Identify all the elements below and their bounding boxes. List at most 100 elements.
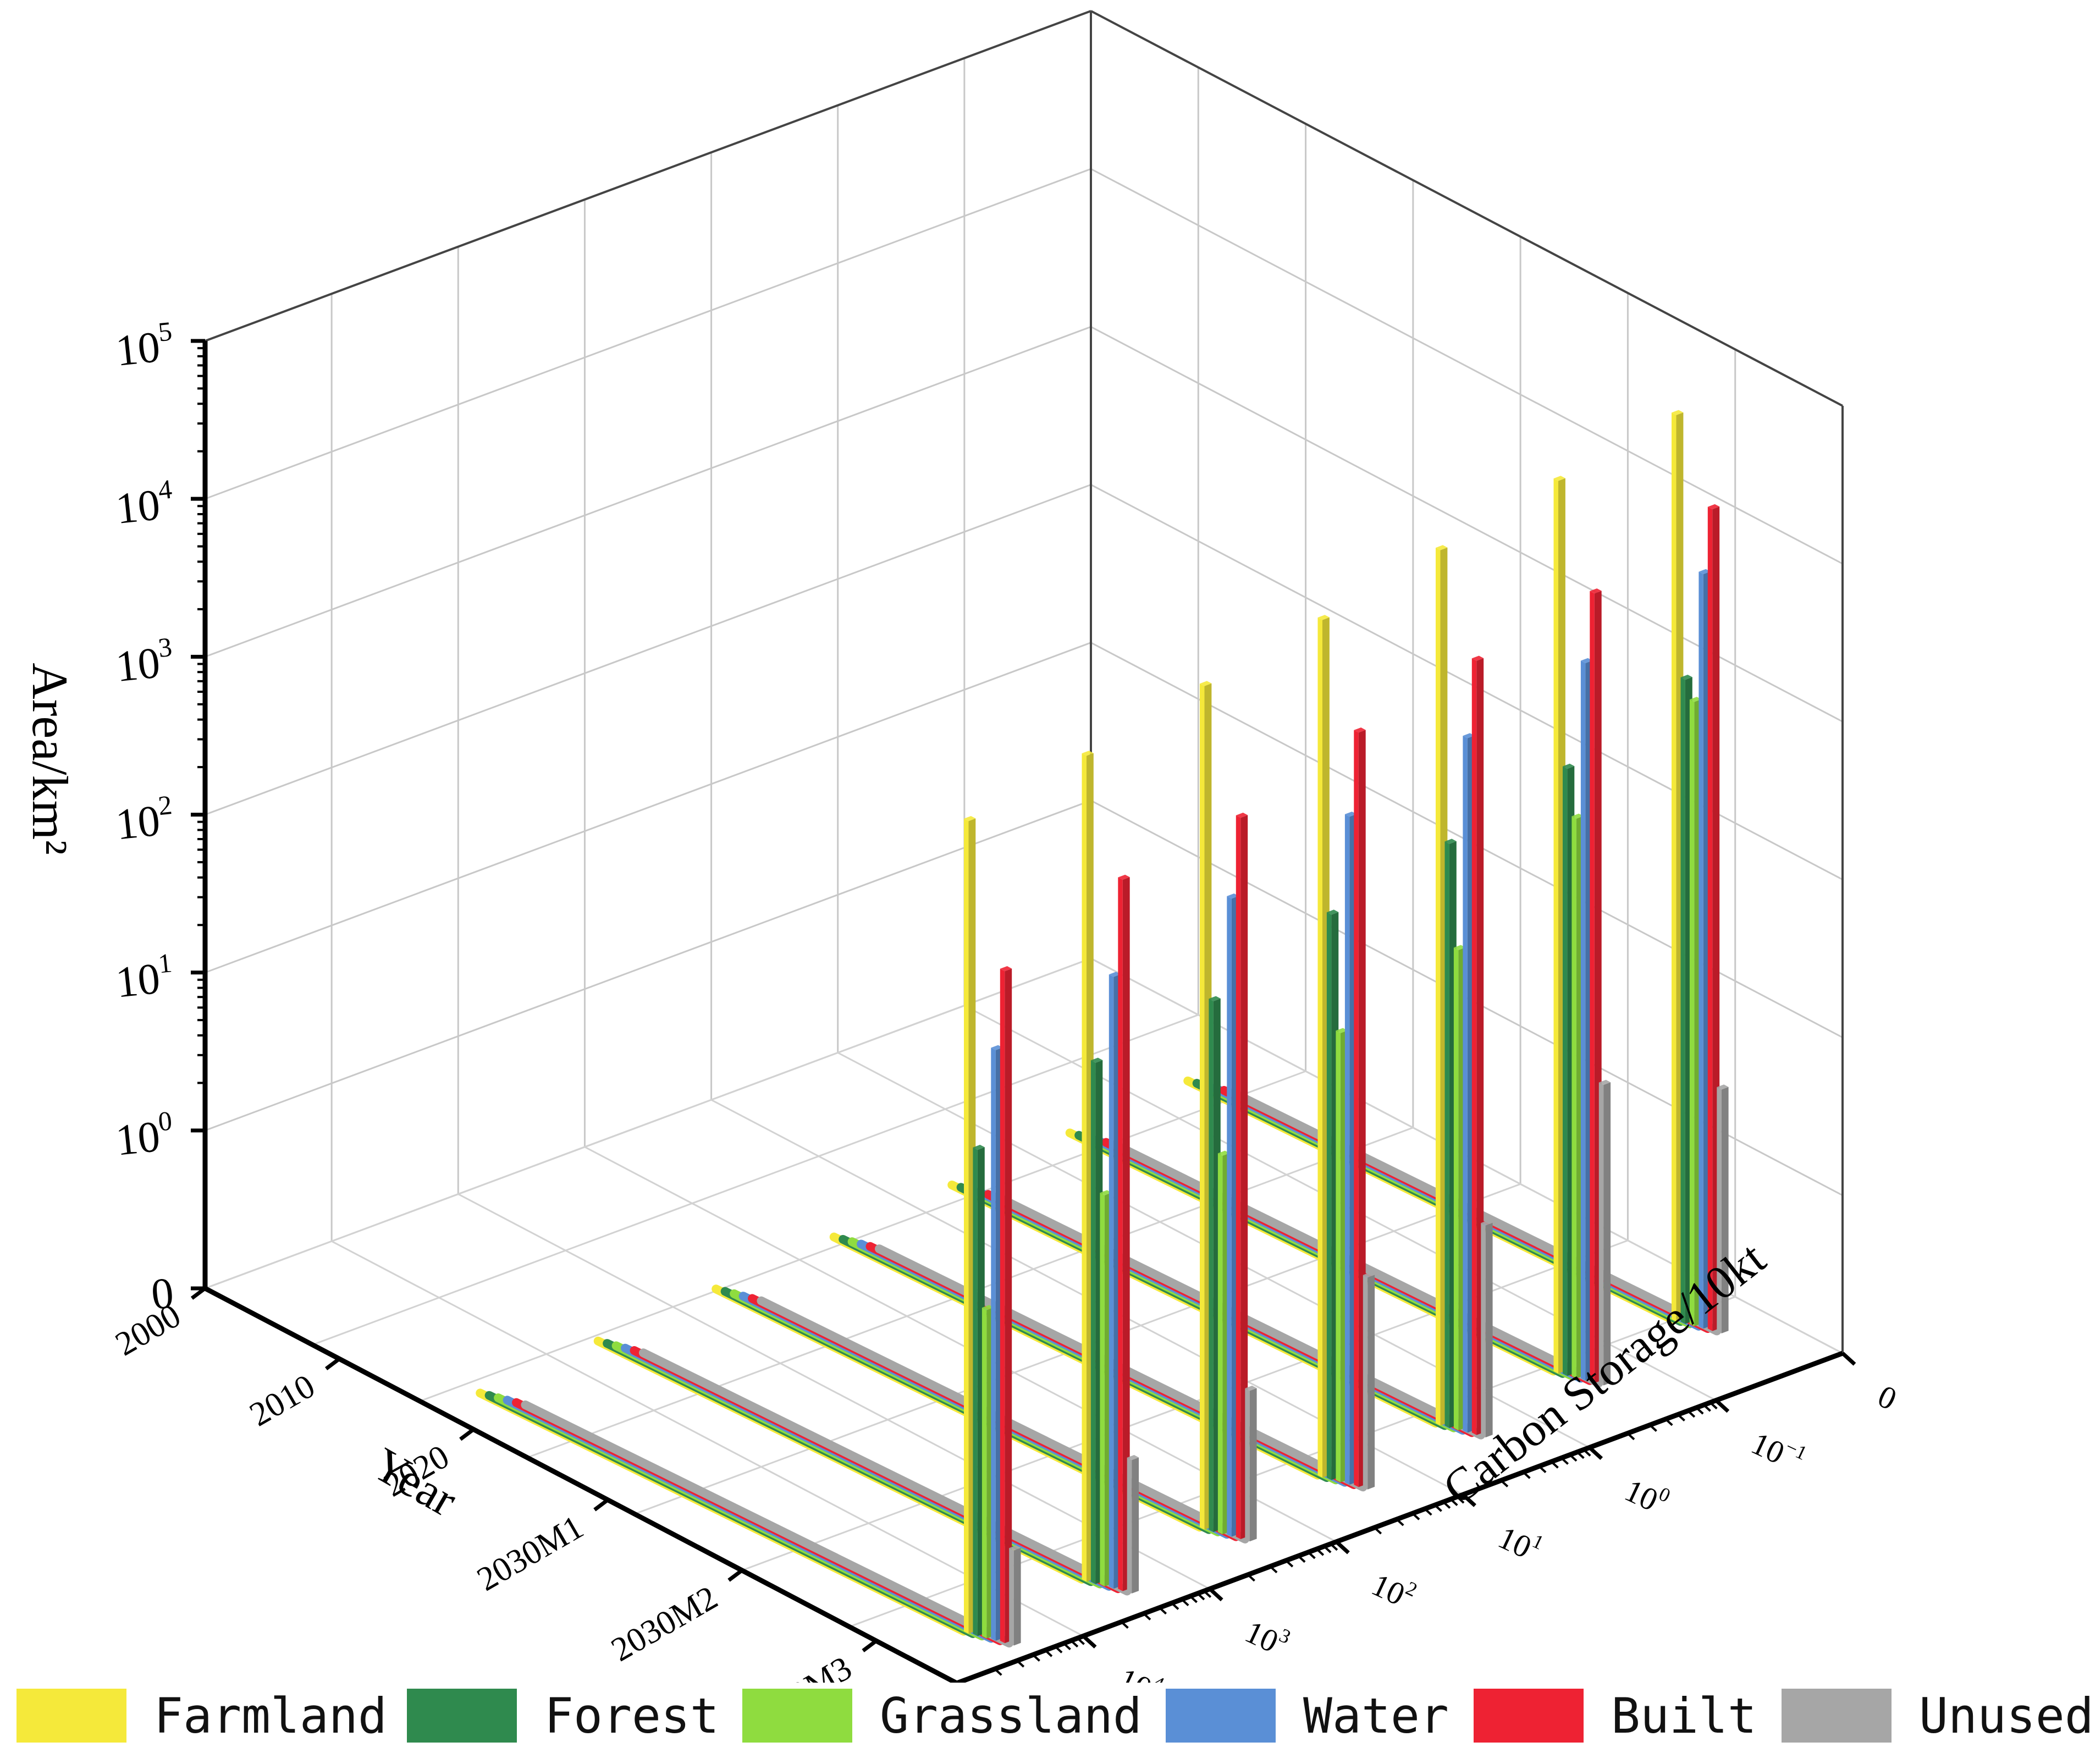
x-tick-label: 2030M1 — [471, 1508, 589, 1598]
y-minor-tick — [1171, 1602, 1179, 1610]
y-minor-tick — [1297, 1555, 1306, 1563]
bar-unused — [1363, 1275, 1368, 1490]
y-minor-tick — [1016, 1660, 1025, 1668]
bar-unused — [1009, 1548, 1014, 1646]
y-minor-tick — [1143, 1612, 1151, 1620]
bar-top-grassland — [1453, 945, 1466, 950]
x-tick — [459, 1427, 475, 1441]
bar-top-water — [1109, 972, 1121, 977]
bar-top-farmland — [1200, 681, 1212, 686]
grid-line-horizontal — [205, 484, 1091, 815]
bar-top-water — [1463, 733, 1475, 738]
grid-line-horizontal — [205, 800, 1091, 1132]
y-minor-tick — [1626, 1432, 1635, 1441]
legend-swatch-forest — [407, 1689, 517, 1743]
bar-top-forest — [973, 1144, 985, 1150]
bar-top-built — [1236, 812, 1248, 818]
y-minor-tick — [1247, 1574, 1255, 1582]
bar-top-built — [1471, 655, 1484, 661]
grid-line-horizontal — [205, 168, 1091, 500]
bar-side-built — [1240, 815, 1248, 1539]
bar-built — [1707, 506, 1713, 1331]
y-minor-tick — [1044, 1649, 1053, 1657]
y-minor-tick — [1374, 1526, 1382, 1535]
bar-side-unused — [1132, 1457, 1139, 1594]
bar-built — [1000, 968, 1005, 1644]
grid-line-horizontal — [1090, 326, 1843, 723]
bar-top-water — [1699, 569, 1711, 575]
bar-top-grassland — [1571, 813, 1584, 819]
legend-item-built: Built — [1474, 1685, 1757, 1746]
bar-side-built — [1005, 968, 1012, 1644]
bar-side-built — [1122, 877, 1130, 1591]
bar-farmland — [1082, 753, 1087, 1582]
bar-grassland — [1571, 816, 1576, 1379]
legend-item-water: Water — [1166, 1685, 1449, 1746]
bar-grassland — [1336, 1030, 1341, 1482]
bar-top-unused — [1009, 1545, 1021, 1551]
legend-item-unused: Unused — [1782, 1685, 2090, 1746]
bar-forest — [1444, 841, 1449, 1428]
bar-grassland — [1453, 947, 1459, 1431]
bar-side-unused — [1367, 1275, 1375, 1490]
y-major-tick — [1082, 1634, 1097, 1649]
bar-farmland — [1200, 683, 1205, 1530]
grid-line-floor — [312, 1014, 1199, 1346]
y-tick-label: 102 — [1366, 1563, 1421, 1617]
bar-top-farmland — [964, 816, 976, 822]
y-minor-tick — [1396, 1518, 1404, 1526]
y-major-tick — [1714, 1399, 1730, 1413]
bar-side-unused — [1721, 1087, 1729, 1333]
bar-forest — [1090, 1060, 1096, 1584]
grid-line-horizontal — [1090, 168, 1843, 565]
y-major-tick — [1841, 1352, 1856, 1366]
legend-label-unused: Unused — [1919, 1687, 2090, 1744]
y-tick-label: 0 — [1873, 1378, 1902, 1417]
bar-unused — [1598, 1082, 1604, 1386]
bar-built — [1118, 877, 1123, 1591]
y-minor-tick — [1664, 1418, 1673, 1426]
bar-side-unused — [1603, 1082, 1611, 1386]
bar-water — [1227, 896, 1232, 1537]
x-tick — [862, 1639, 878, 1652]
y-minor-tick — [1285, 1559, 1294, 1568]
bar-grassland — [1689, 699, 1695, 1326]
bar-unused — [1127, 1457, 1132, 1594]
x-tick — [190, 1287, 207, 1300]
bar-grassland — [1217, 1153, 1223, 1535]
legend-label-water: Water — [1303, 1687, 1449, 1744]
legend-swatch-unused — [1782, 1689, 1892, 1743]
bar-top-unused — [1717, 1084, 1729, 1090]
y-minor-tick — [1500, 1479, 1509, 1487]
legend-swatch-built — [1474, 1689, 1584, 1743]
y-minor-tick — [1159, 1607, 1167, 1615]
y-major-tick — [1588, 1446, 1603, 1460]
y-minor-tick — [1121, 1621, 1129, 1629]
legend-swatch-water — [1166, 1689, 1276, 1743]
legend-label-forest: Forest — [544, 1687, 719, 1744]
bar-top-built — [1354, 727, 1366, 733]
grid-line-floor — [205, 957, 1091, 1289]
y-minor-tick — [1181, 1598, 1189, 1607]
bar-forest — [1209, 999, 1214, 1533]
bar-water — [1699, 571, 1703, 1329]
legend-label-built: Built — [1611, 1687, 1757, 1744]
bar-built — [1471, 658, 1477, 1435]
bar-top-forest — [1209, 996, 1221, 1001]
bar-top-unused — [1363, 1272, 1375, 1278]
bar-water — [1580, 660, 1586, 1381]
bar-built — [1590, 591, 1595, 1383]
bar-top-unused — [1481, 1220, 1493, 1226]
grid-line-horizontal — [205, 326, 1091, 658]
y-minor-tick — [1032, 1653, 1040, 1662]
y-minor-tick — [1582, 1448, 1591, 1457]
bar-top-water — [1227, 893, 1239, 899]
bar-built — [1236, 815, 1241, 1539]
y-minor-tick — [1523, 1471, 1531, 1479]
y-tick-label: 103 — [1240, 1611, 1294, 1664]
y-minor-tick — [1709, 1402, 1718, 1410]
y-minor-tick — [1687, 1410, 1696, 1418]
y-tick-label: 100 — [1619, 1469, 1674, 1523]
bar-top-farmland — [1082, 751, 1094, 756]
y-minor-tick — [1538, 1465, 1547, 1474]
